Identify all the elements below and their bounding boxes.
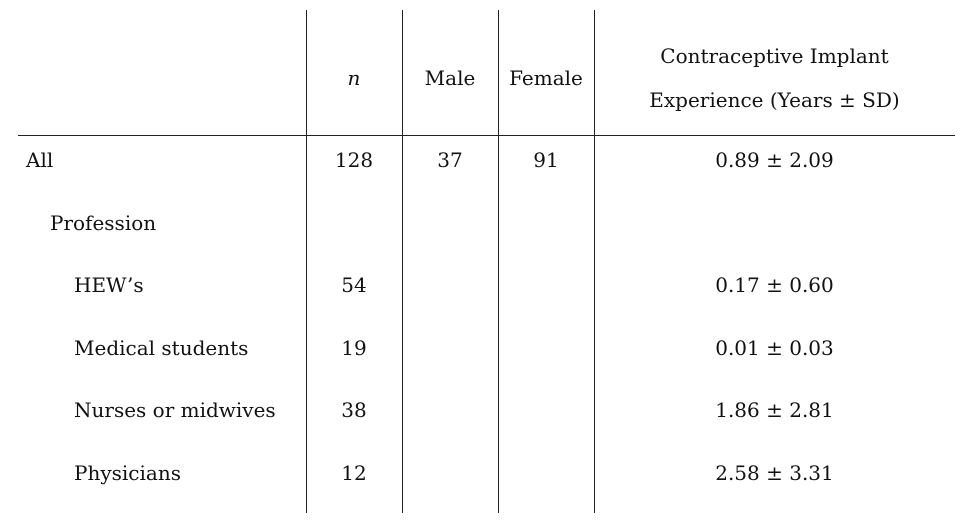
header-cell: Contraceptive Implant Experience (Years … xyxy=(649,44,900,112)
cell: 37 xyxy=(437,148,463,172)
cell: Medical students xyxy=(74,335,249,360)
column-rule xyxy=(594,10,595,513)
cell: 12 xyxy=(341,460,367,485)
cell: n xyxy=(347,66,361,90)
cell: Physicians xyxy=(74,460,181,485)
cell: Male xyxy=(424,66,476,90)
cell: 91 xyxy=(533,148,559,172)
cell: Nurses or midwives xyxy=(74,398,276,422)
cell: HEW’s xyxy=(74,273,144,297)
cell: 1.86 ± 2.81 xyxy=(715,398,834,422)
cell: 54 xyxy=(341,273,367,297)
column-rule xyxy=(498,10,499,513)
column-rule xyxy=(402,10,403,513)
cell: 0.17 ± 0.60 xyxy=(715,273,834,297)
cell: 2.58 ± 3.31 xyxy=(715,460,834,485)
cell: Female xyxy=(509,66,583,90)
cell: 0.89 ± 2.09 xyxy=(715,148,834,172)
cell: 128 xyxy=(334,148,374,172)
cell: 0.01 ± 0.03 xyxy=(715,335,834,360)
cell: 38 xyxy=(341,398,367,422)
cell: 19 xyxy=(341,335,367,360)
cell: All xyxy=(26,148,54,172)
column-rule xyxy=(306,10,307,513)
header-rule xyxy=(18,135,955,136)
cell: Profession xyxy=(50,210,157,235)
